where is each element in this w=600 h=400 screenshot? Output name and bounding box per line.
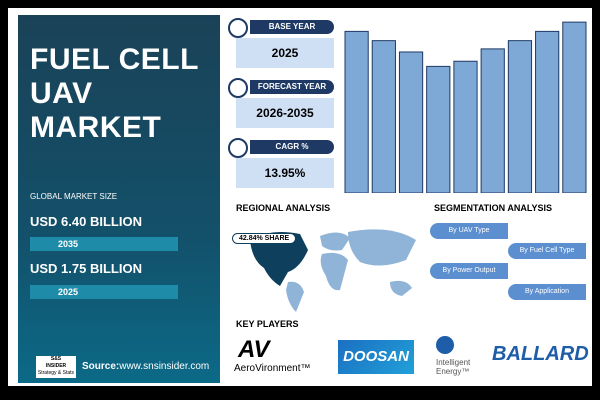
bar xyxy=(453,60,478,193)
world-map xyxy=(250,229,416,312)
title-line: UAV MARKET xyxy=(30,77,162,144)
logo-text: Intelligent xyxy=(436,358,471,367)
card: BASE YEAR 2025 xyxy=(228,18,334,70)
segment: By Application xyxy=(508,284,586,300)
card-label: BASE YEAR xyxy=(250,20,334,34)
card: FORECAST YEAR 2026-2035 xyxy=(228,78,334,130)
brand-text: Strategy & Stats xyxy=(37,370,75,376)
left-panel: FUEL CELL UAV MARKET GLOBAL MARKET SIZE … xyxy=(18,15,220,383)
bar-chart xyxy=(344,21,587,193)
segment: By Fuel Cell Type xyxy=(508,243,586,259)
card-value: 2025 xyxy=(236,38,334,68)
card-value: 13.95% xyxy=(236,158,334,188)
card-value: 2026-2035 xyxy=(236,98,334,128)
bar xyxy=(426,65,451,193)
infographic: FUEL CELL UAV MARKET GLOBAL MARKET SIZE … xyxy=(8,8,592,386)
bar xyxy=(398,51,424,193)
segment: By UAV Type xyxy=(430,223,508,239)
card-label: FORECAST YEAR xyxy=(250,80,334,94)
section-title: REGIONAL ANALYSIS xyxy=(236,203,331,213)
south-america xyxy=(286,281,304,312)
icon xyxy=(228,78,248,98)
europe xyxy=(320,232,350,251)
market-value: USD 6.40 BILLION xyxy=(30,214,142,229)
card-label: CAGR % xyxy=(250,140,334,154)
bar xyxy=(480,48,505,193)
source-url: www.snsinsider.com xyxy=(119,361,210,372)
africa xyxy=(320,252,348,291)
oceania xyxy=(390,280,412,296)
logo-text: Energy™ xyxy=(436,367,470,376)
bar xyxy=(535,30,560,193)
logo-text: BALLARD xyxy=(492,343,589,365)
bar xyxy=(507,40,533,193)
asia xyxy=(348,229,416,266)
card: CAGR % 13.95% xyxy=(228,138,334,190)
share-label: 42.84% SHARE xyxy=(232,233,297,244)
bar xyxy=(344,30,369,193)
logo-icon xyxy=(436,336,454,354)
bar xyxy=(371,40,396,193)
bar xyxy=(562,21,587,193)
section-title: SEGMENTATION ANALYSIS xyxy=(434,203,553,213)
title-line: FUEL CELL xyxy=(30,43,199,76)
section-title: KEY PLAYERS xyxy=(236,319,299,329)
icon xyxy=(228,138,248,158)
logo-text: AV xyxy=(238,336,270,363)
market-value: USD 1.75 BILLION xyxy=(30,261,142,276)
source-label: Source: xyxy=(82,361,120,372)
brand-logo: S&S INSIDER Strategy & Stats xyxy=(36,356,76,378)
icon xyxy=(228,18,248,38)
north-america xyxy=(250,232,308,286)
market-size-label: GLOBAL MARKET SIZE xyxy=(30,192,118,201)
brand-text: S&S xyxy=(50,356,62,362)
brand-text: INSIDER xyxy=(45,363,67,369)
market-year: 2035 xyxy=(30,237,178,251)
segment: By Power Output xyxy=(430,263,508,279)
logo-text: DOOSAN xyxy=(338,340,414,374)
market-year: 2025 xyxy=(30,285,178,299)
source: Source:www.snsinsider.com xyxy=(82,361,209,372)
logo-text: AeroVironment™ xyxy=(234,363,311,374)
